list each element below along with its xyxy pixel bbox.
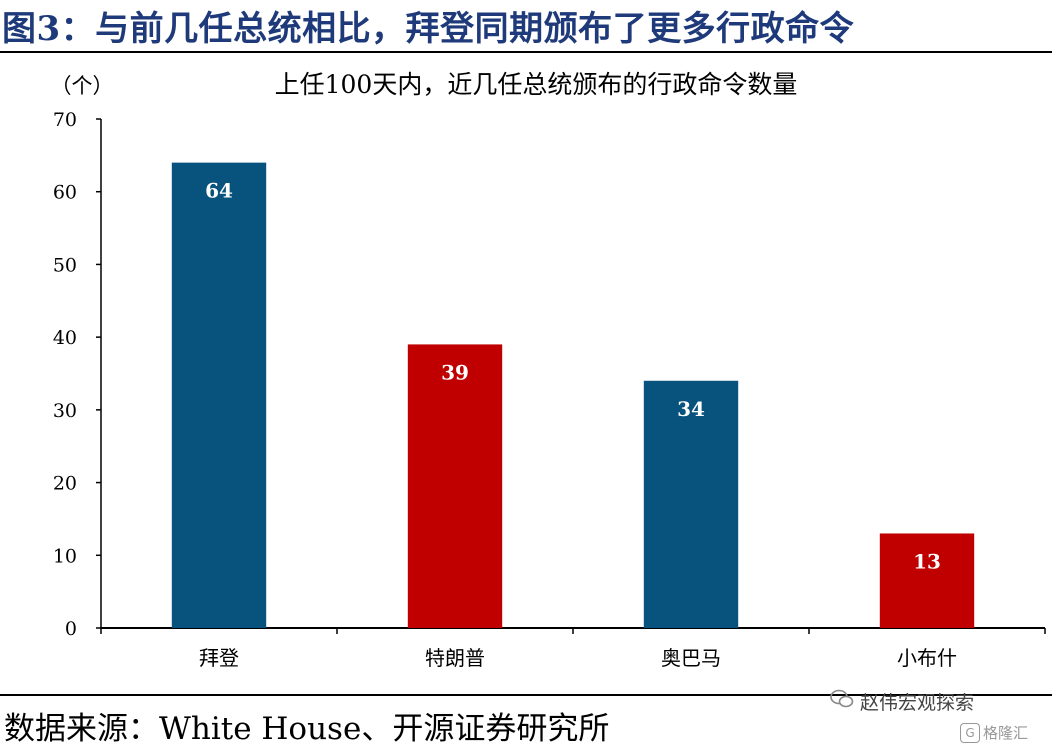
bar-4 <box>879 533 975 628</box>
y-axis-unit-label: （个） <box>51 74 114 98</box>
chart-title: 上任100天内，近几任总统颁布的行政命令数量 <box>275 70 798 99</box>
y-tick-label: 10 <box>53 545 77 567</box>
wechat-icon <box>830 689 854 714</box>
y-tick-label: 60 <box>53 182 77 204</box>
y-tick-label: 20 <box>53 473 77 495</box>
data-label: 64 <box>205 179 233 203</box>
data-label: 39 <box>441 360 469 384</box>
watermark: 赵伟宏观探索 <box>830 688 974 715</box>
y-tick-label: 30 <box>53 400 77 422</box>
y-tick-label: 40 <box>53 327 77 349</box>
bottom-rule <box>0 694 1052 696</box>
data-source-note: 数据来源：White House、开源证券研究所 <box>4 711 610 747</box>
x-category-label: 小布什 <box>897 646 957 670</box>
watermark-secondary-text: 格隆汇 <box>983 724 1029 742</box>
watermark-secondary: G 格隆汇 <box>960 722 1028 743</box>
bar-3 <box>643 380 739 628</box>
y-tick-label: 50 <box>53 254 77 276</box>
figure-title: 图3：与前几任总统相比，拜登同期颁布了更多行政命令 <box>2 9 855 49</box>
top-rule <box>0 51 1052 53</box>
y-tick-label: 70 <box>53 109 77 131</box>
x-category-label: 拜登 <box>199 646 239 670</box>
bar-1 <box>171 162 267 628</box>
figure-header: 图3：与前几任总统相比，拜登同期颁布了更多行政命令 <box>0 0 1052 50</box>
x-category-label: 奥巴马 <box>661 646 721 670</box>
data-label: 34 <box>677 397 705 421</box>
watermark-text: 赵伟宏观探索 <box>860 692 975 714</box>
bar-2 <box>407 344 503 628</box>
x-category-label: 特朗普 <box>425 646 485 670</box>
gelonghui-logo-icon: G <box>960 722 980 743</box>
y-tick-label: 0 <box>65 618 77 640</box>
bar-chart: 上任100天内，近几任总统颁布的行政命令数量 （个） 0 10 20 30 40 50 60… <box>51 70 1046 670</box>
data-label: 13 <box>913 549 941 573</box>
